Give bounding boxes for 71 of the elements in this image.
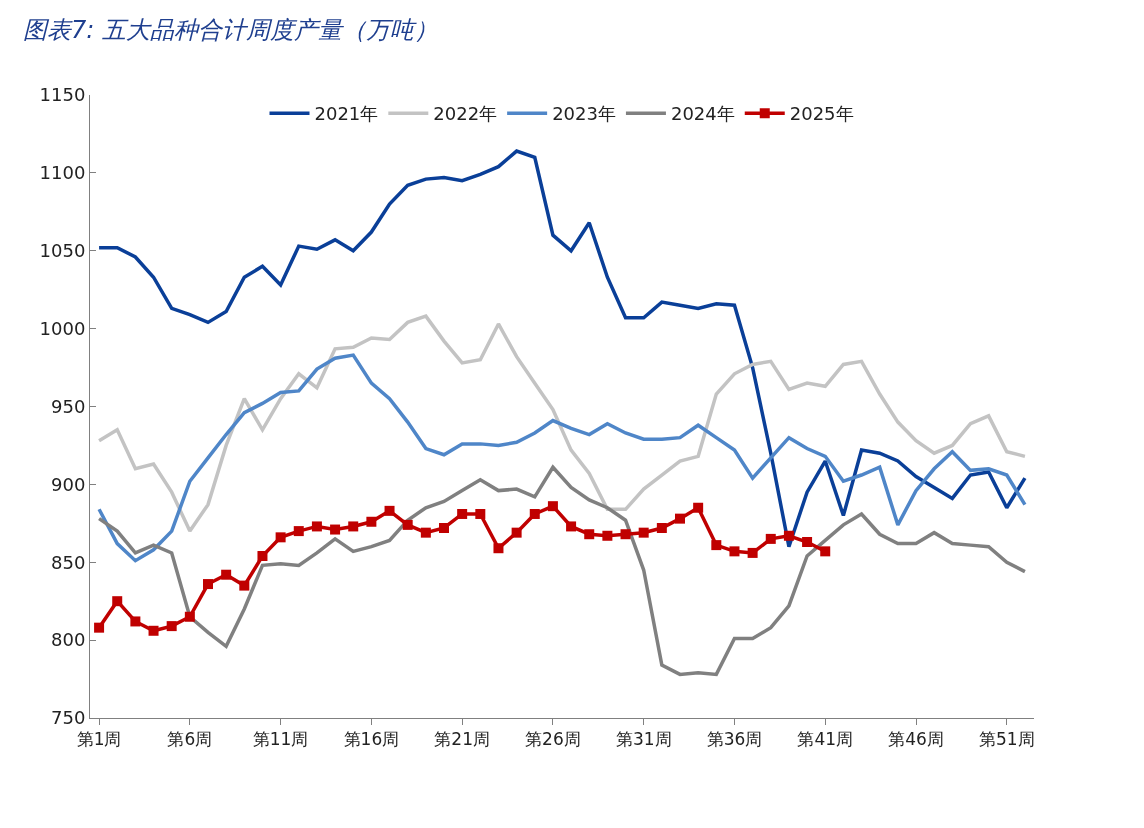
x-tick-label: 第21周 (434, 729, 490, 750)
point (384, 505, 395, 516)
x-tick-label: 第31周 (615, 729, 672, 750)
point (566, 521, 577, 532)
point (239, 580, 250, 591)
point (366, 516, 377, 527)
point (275, 532, 286, 543)
x-tick-label: 第6周 (167, 729, 213, 750)
x-tick-label: 第36周 (706, 729, 763, 750)
x-tick-label: 第51周 (978, 729, 1035, 750)
point (475, 508, 486, 519)
point (457, 508, 468, 519)
line-series (97, 353, 1027, 563)
point (620, 529, 631, 540)
point (638, 527, 649, 538)
point (729, 546, 740, 557)
point (330, 524, 341, 535)
y-tick-label: 1050 (39, 240, 86, 262)
point (420, 527, 431, 538)
legend-label: 2021年 (314, 103, 379, 125)
point (529, 508, 540, 519)
point (112, 596, 123, 607)
point (747, 547, 758, 558)
point (820, 546, 831, 557)
point (783, 530, 794, 541)
point (130, 616, 141, 627)
y-tick-label: 1100 (39, 162, 86, 184)
line-series (97, 465, 1027, 677)
point (203, 579, 213, 590)
x-tick-label: 第16周 (343, 729, 400, 750)
point (221, 569, 232, 580)
y-tick-label: 950 (51, 395, 86, 417)
point (711, 540, 722, 551)
x-tick-label: 第26周 (525, 729, 581, 750)
point (656, 522, 667, 533)
x-tick-label: 第41周 (797, 729, 854, 750)
point (257, 551, 268, 562)
point (802, 537, 813, 547)
point (402, 519, 413, 530)
x-tick-label: 第46周 (888, 729, 944, 750)
y-tick-label: 900 (51, 473, 86, 495)
y-tick-label: 750 (51, 707, 86, 729)
line-series (97, 314, 1027, 533)
point (184, 611, 195, 622)
point (602, 530, 613, 541)
legend-label: 2025年 (789, 103, 854, 125)
chart-title: 图表7: 五大品种合计周度产量（万吨） (22, 15, 438, 44)
point (584, 529, 595, 540)
point (439, 522, 449, 533)
legend-label: 2022年 (433, 103, 498, 125)
point (148, 625, 159, 636)
x-tick-label: 第11周 (252, 729, 309, 750)
point (765, 533, 776, 544)
point (348, 521, 359, 532)
x-tick-label: 第1周 (76, 729, 122, 750)
y-tick-label: 1000 (39, 317, 86, 339)
point (511, 527, 522, 538)
point (166, 621, 177, 632)
legend-label: 2024年 (670, 103, 735, 125)
point (493, 543, 504, 554)
y-tick-label: 1150 (39, 84, 86, 106)
y-tick-label: 800 (51, 629, 86, 651)
point (675, 513, 685, 524)
point (693, 502, 704, 513)
point (94, 622, 105, 633)
point (293, 526, 304, 537)
legend-label: 2023年 (552, 103, 616, 125)
point (547, 501, 558, 512)
y-tick-label: 850 (51, 551, 86, 573)
line-series (97, 149, 1027, 549)
point (311, 521, 322, 532)
